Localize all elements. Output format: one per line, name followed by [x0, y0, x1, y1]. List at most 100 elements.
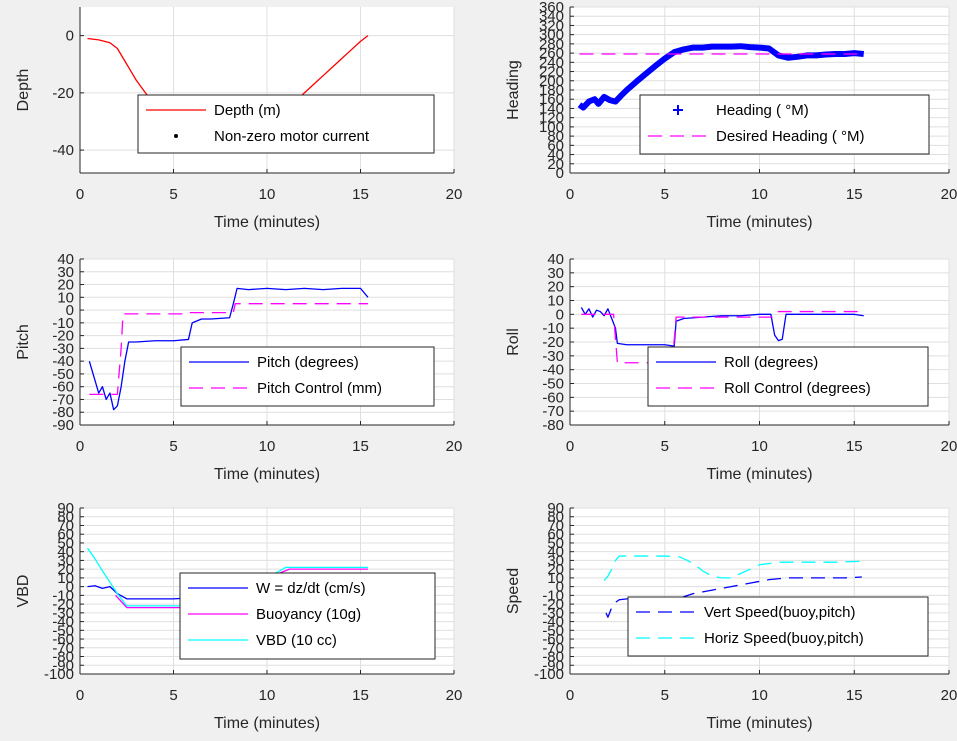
- y-tick-label: -100: [534, 666, 564, 683]
- legend-label: Horiz Speed(buoy,pitch): [704, 630, 864, 647]
- y-tick-label: 0: [556, 579, 564, 596]
- speed-x-axis-label: Time (minutes): [706, 715, 812, 732]
- legend-label: Buoyancy (10g): [256, 606, 361, 623]
- y-tick-label: 340: [539, 8, 564, 25]
- y-tick-label: -20: [52, 596, 74, 613]
- legend-marker: [174, 134, 178, 138]
- x-tick-label: 20: [446, 438, 463, 455]
- y-tick-label: -20: [52, 328, 74, 345]
- y-tick-label: -90: [52, 657, 74, 674]
- speed-y-axis-label: Speed: [505, 568, 522, 614]
- series-vert-speed-buoy-pitch: [605, 576, 862, 618]
- y-tick-label: 20: [547, 279, 564, 296]
- y-tick-label: 50: [57, 535, 74, 552]
- y-tick-label: -30: [52, 605, 74, 622]
- y-tick-label: -60: [542, 631, 564, 648]
- y-tick-label: -90: [52, 417, 74, 434]
- series-roll-control-degrees: [581, 310, 864, 364]
- series-pitch-control-mm: [89, 303, 368, 396]
- y-tick-label: 0: [66, 579, 74, 596]
- roll-x-axis-label: Time (minutes): [706, 466, 812, 483]
- legend-label: Roll Control (degrees): [724, 380, 871, 397]
- y-tick-label: 360: [539, 0, 564, 16]
- series-roll-degrees: [580, 307, 864, 347]
- legend-box: [137, 94, 435, 154]
- y-tick-label: 10: [57, 289, 74, 306]
- y-tick-label: 40: [547, 544, 564, 561]
- legend-box: [639, 94, 930, 155]
- x-tick-label: 15: [846, 687, 863, 704]
- y-tick-label: 140: [539, 100, 564, 117]
- vbd-chart: 0 5 10 15 209080706050403020100-10-20-30-40-…: [15, 500, 462, 732]
- y-tick-label: -60: [542, 389, 564, 406]
- vbd-y-axis-label: VBD: [15, 575, 32, 608]
- x-tick-label: 15: [846, 186, 863, 203]
- y-tick-label: -50: [52, 622, 74, 639]
- legend-label: Non-zero motor current: [214, 128, 370, 145]
- x-tick-label: 5: [169, 186, 177, 203]
- y-tick-label: -60: [52, 379, 74, 396]
- y-tick-label: 60: [57, 526, 74, 543]
- y-tick-label: -10: [542, 320, 564, 337]
- roll-series-group: [580, 307, 864, 364]
- x-tick-label: 5: [661, 438, 669, 455]
- y-tick-label: -80: [52, 649, 74, 666]
- y-tick-label: 50: [547, 535, 564, 552]
- x-tick-label: 0: [76, 438, 84, 455]
- speed-legend: Vert Speed(buoy,pitch) Horiz Speed(buoy,p…: [627, 596, 929, 657]
- y-tick-label: -40: [52, 142, 74, 159]
- y-tick-label: -60: [52, 631, 74, 648]
- y-tick-label: 160: [539, 91, 564, 108]
- y-tick-label: 80: [547, 509, 564, 526]
- vbd-legend: W = dz/dt (cm/s) Buoyancy (10g) VBD (10 cc…: [179, 572, 436, 660]
- x-tick-label: 5: [661, 687, 669, 704]
- y-tick-label: 0: [66, 302, 74, 319]
- y-tick-label: -70: [52, 640, 74, 657]
- y-tick-label: 30: [57, 264, 74, 281]
- y-tick-label: 320: [539, 17, 564, 34]
- pitch-y-axis-label: Pitch: [15, 324, 32, 360]
- y-tick-label: 10: [547, 570, 564, 587]
- y-tick-label: -100: [44, 666, 74, 683]
- y-tick-label: 0: [556, 306, 564, 323]
- x-tick-label: 10: [751, 186, 768, 203]
- heading-chart: 0 5 10 15 2002040608010012014016018020022024…: [505, 0, 957, 231]
- y-tick-label: 200: [539, 73, 564, 90]
- y-tick-label: -30: [542, 605, 564, 622]
- y-tick-label: -50: [542, 376, 564, 393]
- legend-box: [179, 572, 436, 660]
- y-tick-label: 80: [57, 509, 74, 526]
- y-tick-label: -80: [542, 649, 564, 666]
- series-pitch-degrees: [88, 287, 369, 411]
- roll-y-axis-label: Roll: [505, 328, 522, 356]
- y-tick-label: 20: [547, 156, 564, 173]
- y-tick-label: 60: [547, 137, 564, 154]
- y-tick-label: 90: [547, 500, 564, 517]
- pitch-x-axis-label: Time (minutes): [214, 466, 320, 483]
- y-tick-label: 10: [547, 293, 564, 310]
- x-tick-label: 15: [352, 186, 369, 203]
- y-tick-label: -90: [542, 657, 564, 674]
- legend-label: Depth (m): [214, 102, 281, 119]
- y-tick-label: -70: [542, 640, 564, 657]
- y-tick-label: 10: [57, 570, 74, 587]
- y-tick-label: -30: [52, 340, 74, 357]
- y-tick-label: 0: [66, 28, 74, 45]
- x-tick-label: 0: [566, 186, 574, 203]
- speed-chart: 0 5 10 15 209080706050403020100-10-20-30-40-…: [505, 500, 957, 732]
- x-tick-label: 10: [259, 186, 276, 203]
- series-horiz-speed-buoy-pitch: [603, 555, 862, 581]
- x-tick-label: 5: [169, 687, 177, 704]
- y-tick-label: 60: [547, 526, 564, 543]
- y-tick-label: 40: [57, 544, 74, 561]
- legend-box: [627, 596, 929, 657]
- y-tick-label: -40: [542, 614, 564, 631]
- roll-legend: Roll (degrees) Roll Control (degrees): [647, 346, 929, 407]
- series-heading-m: [577, 43, 865, 111]
- x-tick-label: 15: [352, 438, 369, 455]
- depth-y-axis-label: Depth: [15, 69, 32, 112]
- x-tick-label: 20: [941, 438, 957, 455]
- y-tick-label: 280: [539, 36, 564, 53]
